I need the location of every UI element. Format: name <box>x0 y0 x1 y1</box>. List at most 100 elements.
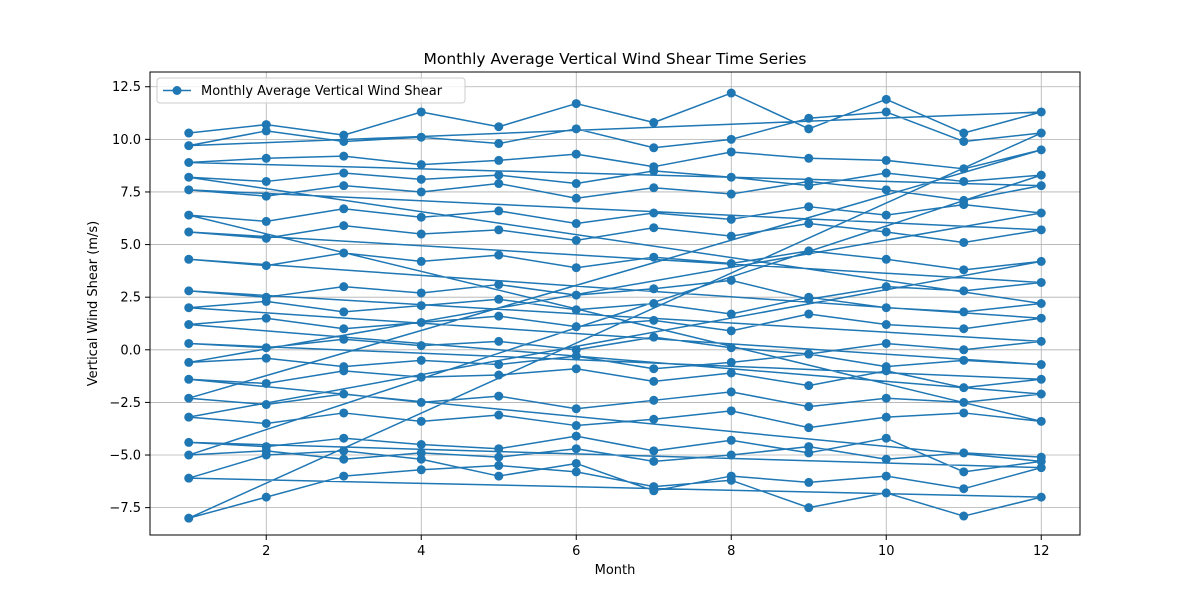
data-point <box>726 134 736 144</box>
data-point <box>726 275 736 285</box>
data-point <box>416 397 426 407</box>
data-point <box>959 448 969 458</box>
data-point <box>184 158 194 167</box>
data-point <box>416 440 426 449</box>
data-point <box>494 294 504 304</box>
data-point <box>649 414 659 424</box>
data-point <box>494 139 504 149</box>
data-point <box>339 181 349 191</box>
data-point <box>184 286 194 296</box>
data-point <box>339 130 349 140</box>
data-point <box>726 435 736 445</box>
x-tick-label: 6 <box>572 544 580 559</box>
data-point <box>261 492 271 502</box>
data-point <box>1036 299 1046 308</box>
y-axis-title: Vertical Wind Shear (m/s) <box>86 221 101 387</box>
data-point <box>261 216 271 226</box>
data-point <box>804 246 814 256</box>
data-point <box>184 172 194 182</box>
data-point <box>261 400 271 410</box>
data-point <box>416 454 426 464</box>
data-point <box>881 168 891 178</box>
data-point <box>881 254 891 264</box>
data-point <box>1036 416 1046 426</box>
data-point <box>571 458 581 468</box>
data-point <box>1036 256 1046 266</box>
data-point <box>881 320 891 330</box>
data-point <box>184 128 194 138</box>
data-point <box>184 320 194 330</box>
data-point <box>494 250 504 260</box>
data-point <box>959 286 969 296</box>
data-point <box>959 307 969 317</box>
x-tick-label: 12 <box>1033 544 1050 559</box>
data-point <box>726 406 736 416</box>
data-point <box>416 372 426 382</box>
data-point <box>416 465 426 475</box>
data-point <box>1036 225 1046 235</box>
x-tick-label: 10 <box>878 544 895 559</box>
data-point <box>959 265 969 275</box>
data-point <box>881 471 891 481</box>
data-point <box>339 362 349 372</box>
data-point <box>1036 463 1046 473</box>
y-tick-label: −2.5 <box>109 396 141 411</box>
data-point <box>184 473 194 483</box>
x-tick-label: 8 <box>727 544 735 559</box>
data-point <box>184 357 194 367</box>
data-point <box>726 450 736 460</box>
data-point <box>726 189 736 199</box>
data-point <box>571 467 581 477</box>
data-point <box>571 421 581 431</box>
data-point <box>494 461 504 471</box>
data-point <box>339 389 349 399</box>
data-point <box>649 166 659 176</box>
data-point <box>339 408 349 418</box>
data-point <box>959 484 969 494</box>
data-point <box>416 301 426 311</box>
data-point <box>804 153 814 163</box>
data-point <box>261 261 271 271</box>
data-point <box>339 324 349 334</box>
data-point <box>959 383 969 393</box>
data-point <box>571 364 581 374</box>
data-point <box>881 303 891 313</box>
data-point <box>804 181 814 191</box>
data-point <box>339 151 349 161</box>
y-tick-label: 7.5 <box>120 185 141 200</box>
data-point <box>1036 128 1046 138</box>
data-point <box>804 309 814 319</box>
data-point <box>494 391 504 401</box>
y-axis-ticks: −7.5 −5.0 −2.5 0.0 2.5 5.0 7.5 10.0 12.5 <box>109 80 150 516</box>
plot-frame <box>149 71 1081 536</box>
data-point <box>649 223 659 233</box>
data-point <box>416 160 426 170</box>
data-point <box>184 338 194 348</box>
data-point <box>726 88 736 98</box>
data-point <box>416 341 426 351</box>
data-point <box>571 263 581 273</box>
data-point <box>339 136 349 146</box>
data-point <box>1036 452 1046 462</box>
data-point <box>649 376 659 386</box>
data-point <box>649 315 659 325</box>
data-point <box>804 448 814 458</box>
data-point <box>804 442 814 452</box>
legend: Monthly Average Vertical Wind Shear <box>156 77 466 104</box>
data-point <box>804 124 814 134</box>
data-point <box>804 219 814 229</box>
data-point <box>261 233 271 243</box>
data-point <box>571 124 581 134</box>
data-point <box>726 172 736 182</box>
data-point <box>959 200 969 210</box>
data-point <box>881 210 891 220</box>
data-point <box>494 311 504 321</box>
data-point <box>649 332 659 342</box>
data-point <box>726 309 736 319</box>
data-point <box>416 229 426 239</box>
data-point <box>1036 492 1046 502</box>
data-point <box>184 303 194 313</box>
data-point <box>416 448 426 458</box>
data-point <box>184 141 194 151</box>
data-point <box>261 353 271 363</box>
